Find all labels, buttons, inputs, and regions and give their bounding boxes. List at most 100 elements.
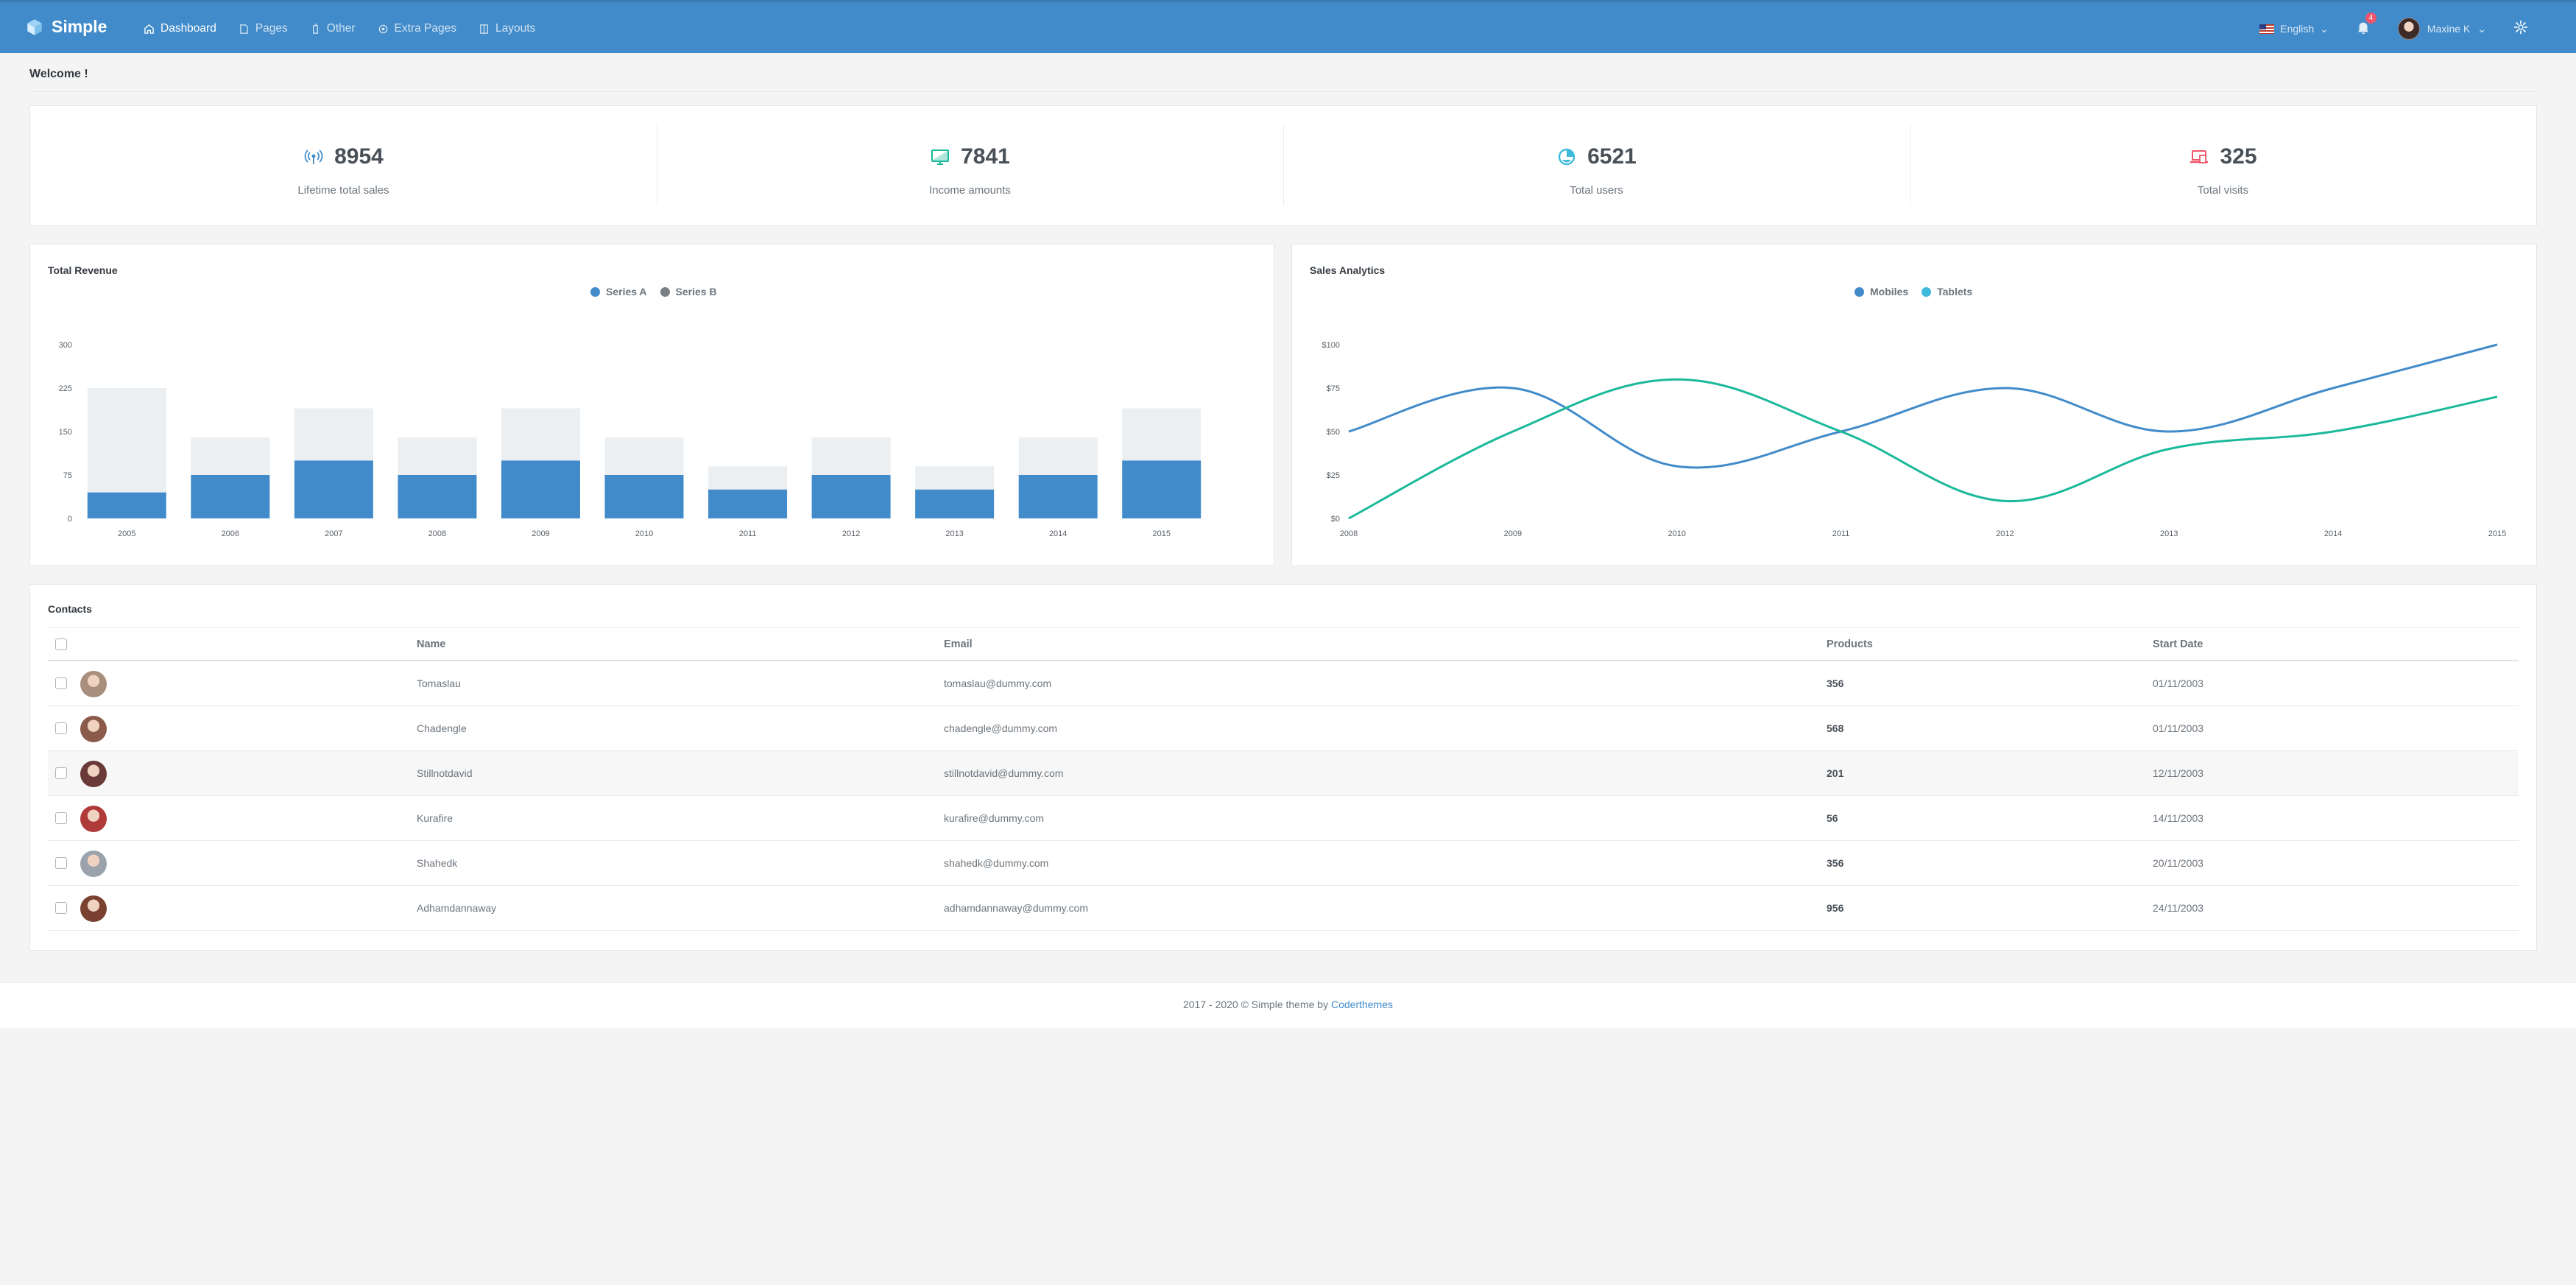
avatar [80, 716, 107, 742]
pages-icon [240, 24, 248, 34]
table-row[interactable]: Adhamdannaway adhamdannaway@dummy.com 956 2… [48, 886, 2519, 931]
x-tick-label: 2013 [2160, 529, 2178, 538]
row-checkbox[interactable] [55, 857, 67, 869]
language-selector[interactable]: English ⌄ [2259, 23, 2329, 35]
nav-dashboard[interactable]: Dashboard [133, 2, 227, 55]
contacts-table: Name Email Products Start Date Tomaslau t… [48, 627, 2519, 931]
row-checkbox[interactable] [55, 767, 67, 779]
nav-label: Layouts [495, 22, 536, 35]
contact-products: 356 [1827, 857, 1844, 869]
row-checkbox[interactable] [55, 902, 67, 914]
bar-series-a [398, 475, 477, 518]
bar-series-b [708, 466, 788, 490]
column-products[interactable]: Products [1827, 638, 1873, 650]
table-row[interactable]: Stillnotdavid stillnotdavid@dummy.com 201 1… [48, 751, 2519, 796]
extra-icon [378, 24, 387, 33]
brand-logo[interactable]: Simple [25, 17, 107, 37]
contact-name: Chadengle [417, 722, 467, 734]
select-all-checkbox[interactable] [55, 638, 67, 650]
avatar [80, 761, 107, 787]
layouts-icon [480, 24, 488, 34]
row-checkbox[interactable] [55, 812, 67, 824]
y-tick-label: $50 [1327, 428, 1340, 437]
gear-icon [2513, 20, 2528, 34]
contact-name: Shahedk [417, 857, 458, 869]
stat-label: Total visits [2197, 184, 2249, 197]
row-checkbox[interactable] [55, 722, 67, 734]
table-row[interactable]: Shahedk shahedk@dummy.com 356 20/11/2003 [48, 841, 2519, 886]
bar-series-b [604, 437, 684, 475]
column-name[interactable]: Name [417, 638, 446, 650]
nav-extra-pages[interactable]: Extra Pages [367, 2, 467, 55]
column-email[interactable]: Email [944, 638, 973, 650]
contacts-card: Contacts Name Email Products Start Date … [29, 584, 2537, 951]
table-body: Tomaslau tomaslau@dummy.com 356 01/11/2003 C… [48, 661, 2519, 931]
contact-products: 956 [1827, 902, 1844, 914]
contact-name: Stillnotdavid [417, 767, 473, 779]
nav-layouts[interactable]: Layouts [467, 2, 546, 55]
contact-name: Adhamdannaway [417, 902, 497, 914]
bar-series-b [398, 437, 477, 475]
sales-legend: Mobiles Tablets [1855, 286, 1972, 298]
other-icon [312, 23, 318, 34]
sales-chart-card: Sales Analytics [1291, 244, 2537, 566]
chart-title: Sales Analytics [1310, 264, 1386, 276]
page-title: Welcome ! [29, 68, 88, 80]
bar-series-b [501, 408, 580, 461]
avatar [2397, 18, 2420, 40]
user-menu[interactable]: Maxine K ⌄ [2397, 18, 2486, 40]
x-tick-label: 2011 [1832, 529, 1850, 538]
footer-link[interactable]: Coderthemes [1330, 999, 1394, 1010]
legend-label: Tablets [1937, 286, 1973, 298]
table-row[interactable]: Kurafire kurafire@dummy.com 56 14/11/2003 [48, 796, 2519, 841]
legend-item[interactable]: Mobiles [1855, 286, 1908, 298]
bar-series-a [1018, 475, 1098, 518]
notifications-button[interactable]: 4 [2355, 12, 2376, 39]
legend-label: Mobiles [1870, 286, 1909, 298]
series-line-tablets [1348, 378, 2498, 520]
x-tick-label: 2015 [1152, 529, 1170, 538]
table-row[interactable]: Tomaslau tomaslau@dummy.com 356 01/11/2003 [48, 661, 2519, 706]
x-tick-label: 2010 [1668, 529, 1685, 538]
x-tick-label: 2013 [945, 529, 963, 538]
settings-button[interactable] [2513, 19, 2529, 39]
legend-item[interactable]: Tablets [1922, 286, 1972, 298]
nav-other[interactable]: Other [299, 2, 367, 55]
legend-label: Series B [675, 286, 717, 298]
row-checkbox[interactable] [55, 677, 67, 689]
language-label: English [2280, 23, 2315, 35]
column-start-date[interactable]: Start Date [2153, 638, 2203, 650]
contact-email: stillnotdavid@dummy.com [944, 767, 1064, 779]
nav-pages[interactable]: Pages [227, 2, 299, 55]
bar-series-b [191, 437, 270, 475]
contact-email: chadengle@dummy.com [944, 722, 1058, 734]
footer: 2017 - 2020 © Simple theme by Codertheme… [0, 982, 2576, 1028]
stat-value: 7841 [961, 144, 1010, 169]
stats-card: 8954 Lifetime total sales 7841 Income am… [29, 105, 2537, 226]
legend-item[interactable]: Series A [590, 286, 647, 298]
home-icon [144, 24, 154, 34]
nav-label: Dashboard [160, 22, 216, 35]
contact-start-date: 12/11/2003 [2153, 767, 2204, 779]
notification-badge: 4 [2365, 12, 2376, 24]
y-tick-label: $100 [1322, 341, 1340, 350]
nav-label: Other [326, 22, 356, 35]
x-tick-label: 2010 [635, 529, 653, 538]
x-tick-label: 2009 [532, 529, 549, 538]
contact-start-date: 14/11/2003 [2153, 812, 2204, 824]
divider [29, 91, 2536, 92]
table-row[interactable]: Chadengle chadengle@dummy.com 568 01/11/200… [48, 706, 2519, 751]
stat-visits: 325 Total visits [1910, 106, 2536, 227]
x-tick-label: 2012 [842, 529, 860, 538]
bar-series-b [87, 388, 166, 493]
x-tick-label: 2014 [1049, 529, 1067, 538]
stat-income: 7841 Income amounts [657, 106, 1283, 227]
broadcast-icon [304, 149, 323, 164]
chevron-down-icon: ⌄ [2320, 22, 2329, 35]
y-tick-label: 300 [59, 341, 72, 350]
contact-email: shahedk@dummy.com [944, 857, 1049, 869]
y-tick-label: $25 [1327, 471, 1340, 480]
legend-item[interactable]: Series B [660, 286, 717, 298]
pie-icon [1558, 148, 1575, 166]
series-line-mobiles [1348, 343, 2498, 469]
